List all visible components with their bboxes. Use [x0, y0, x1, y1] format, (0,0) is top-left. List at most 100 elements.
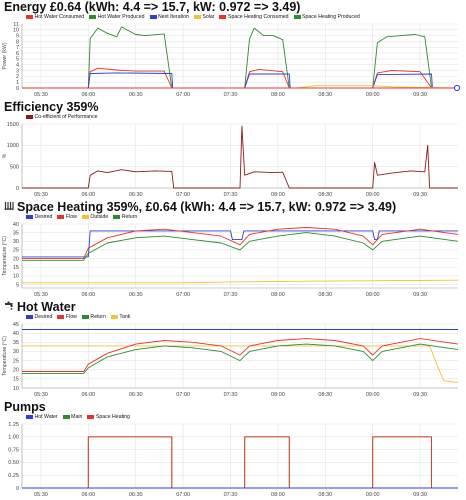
y-axis-label: Power (kW)	[2, 42, 8, 69]
y-tick-label: 45	[13, 322, 19, 328]
legend-item[interactable]: Hot Water Consumed	[26, 14, 84, 20]
y-tick-label: 40	[13, 222, 19, 228]
legend-item[interactable]: Space Heating Produced	[293, 14, 360, 20]
legend-item[interactable]: Solar	[193, 14, 214, 20]
series-line-tank	[22, 345, 459, 383]
y-tick-label: 0.25	[8, 473, 19, 479]
legend-item[interactable]: Space Heating Consumed	[219, 14, 289, 20]
y-tick-label: 10	[13, 386, 19, 392]
y-tick-label: 2	[16, 74, 19, 80]
series-line-next-iteration	[22, 72, 458, 89]
radiator-icon	[4, 201, 14, 214]
legend-item[interactable]: Co-efficient of Performance	[26, 114, 98, 120]
x-tick-label: 08:30	[318, 292, 332, 298]
legend-label: Space Heating Consumed	[227, 14, 289, 20]
tap-icon	[4, 301, 14, 314]
legend-swatch	[57, 315, 65, 319]
hot-water-legend: Desired Flow Return Tank	[26, 314, 130, 320]
legend-swatch	[26, 315, 33, 319]
y-tick-label: 9	[16, 33, 19, 39]
x-tick-label: 08:30	[318, 392, 332, 398]
x-tick-label: 09:00	[366, 292, 380, 298]
legend-item[interactable]: Desired	[26, 214, 52, 220]
efficiency-chart: 0 500 1000 1500 05:30 06:00 06:30 07:00 07:30 08:…	[2, 122, 458, 198]
legend-item[interactable]: Next Iteration	[149, 14, 189, 20]
y-tick-label: 0.75	[8, 447, 19, 453]
y-tick-label: 1.25	[8, 422, 19, 428]
legend-label: Hot Water Produced	[97, 14, 145, 20]
legend-label: Space Heating Produced	[302, 14, 360, 20]
x-tick-label: 06:30	[129, 292, 143, 298]
legend-label: Hot Water Consumed	[34, 14, 85, 20]
x-tick-label: 08:00	[271, 192, 285, 198]
x-tick-label: 07:00	[176, 492, 190, 498]
legend-item[interactable]: Return	[113, 214, 137, 220]
legend-label: Flow	[65, 214, 77, 220]
y-tick-label: 0.50	[8, 460, 19, 466]
legend-item[interactable]: Hot Water	[26, 414, 58, 420]
y-tick-label: 11	[13, 22, 19, 28]
energy-title: Energy £0.64 (kWh: 4.4 => 15.7, kW: 0.97…	[4, 0, 301, 14]
x-tick-label: 06:30	[129, 92, 143, 98]
legend-swatch	[26, 15, 33, 19]
legend-swatch	[89, 15, 97, 19]
x-tick-label: 08:00	[271, 92, 285, 98]
x-tick-label: 08:00	[271, 392, 285, 398]
x-tick-label: 06:00	[81, 192, 95, 198]
y-tick-label: 40	[13, 331, 19, 337]
efficiency-section: Efficiency 359% Co-efficient of Performa…	[0, 100, 466, 200]
x-tick-label: 09:30	[413, 292, 427, 298]
x-tick-label: 09:30	[413, 492, 427, 498]
x-tick-label: 07:30	[224, 192, 238, 198]
legend-label: Outside	[90, 214, 109, 220]
y-tick-label: 10	[13, 274, 19, 280]
x-tick-label: 07:30	[224, 92, 238, 98]
legend-label: Next Iteration	[158, 14, 189, 20]
y-tick-label: 8	[16, 39, 19, 45]
x-tick-label: 07:00	[176, 192, 190, 198]
legend-item[interactable]: Flow	[57, 214, 77, 220]
x-tick-label: 06:30	[129, 392, 143, 398]
section-title: Space Heating 359%, £0.64 (kWh: 4.4 => 1…	[4, 200, 396, 214]
legend-swatch	[26, 115, 33, 119]
y-tick-label: 30	[13, 239, 19, 245]
legend-item[interactable]: Tank	[110, 314, 130, 320]
legend-swatch	[113, 215, 121, 219]
section-title: Hot Water	[4, 300, 76, 314]
x-tick-label: 09:30	[413, 392, 427, 398]
legend-item[interactable]: Hot Water Produced	[89, 14, 145, 20]
pumps-legend: Hot Water Main Space Heating	[26, 414, 130, 420]
next-iteration-marker	[453, 84, 461, 92]
x-tick-label: 06:30	[129, 192, 143, 198]
legend-swatch	[62, 415, 70, 419]
legend-swatch	[26, 415, 33, 419]
hot-water-chart: 10 15 20 25 30 35 40 45 05:30 06:00 06:30 07:00 07:3…	[2, 322, 459, 398]
legend-label: Main	[71, 414, 83, 420]
legend-item[interactable]: Outside	[81, 214, 109, 220]
legend-label: Space Heating	[95, 414, 130, 420]
x-tick-label: 09:00	[366, 492, 380, 498]
legend-item[interactable]: Desired	[26, 314, 52, 320]
y-tick-label: 25	[13, 248, 19, 254]
x-tick-label: 09:00	[366, 92, 380, 98]
series-line-flow	[22, 338, 459, 372]
x-tick-label: 05:30	[34, 92, 48, 98]
legend-item[interactable]: Main	[62, 414, 83, 420]
legend-label: Flow	[65, 314, 77, 320]
y-tick-label: 1.00	[8, 435, 19, 441]
hot-water-title: Hot Water	[17, 300, 76, 314]
space-heating-section: Space Heating 359%, £0.64 (kWh: 4.4 => 1…	[0, 200, 466, 300]
y-tick-label: 0	[16, 186, 19, 192]
y-tick-label: 15	[13, 377, 19, 383]
x-tick-label: 07:00	[176, 392, 190, 398]
legend-item[interactable]: Flow	[57, 314, 77, 320]
y-axis-label: Temperature (°C)	[2, 336, 8, 376]
x-tick-label: 05:30	[34, 392, 48, 398]
legend-item[interactable]: Return	[81, 314, 106, 320]
legend-label: Desired	[34, 314, 53, 320]
x-tick-label: 05:30	[34, 492, 48, 498]
legend-item[interactable]: Space Heating	[87, 414, 130, 420]
x-tick-label: 08:00	[271, 492, 285, 498]
y-tick-label: 1000	[7, 143, 19, 149]
legend-label: Return	[90, 314, 106, 320]
